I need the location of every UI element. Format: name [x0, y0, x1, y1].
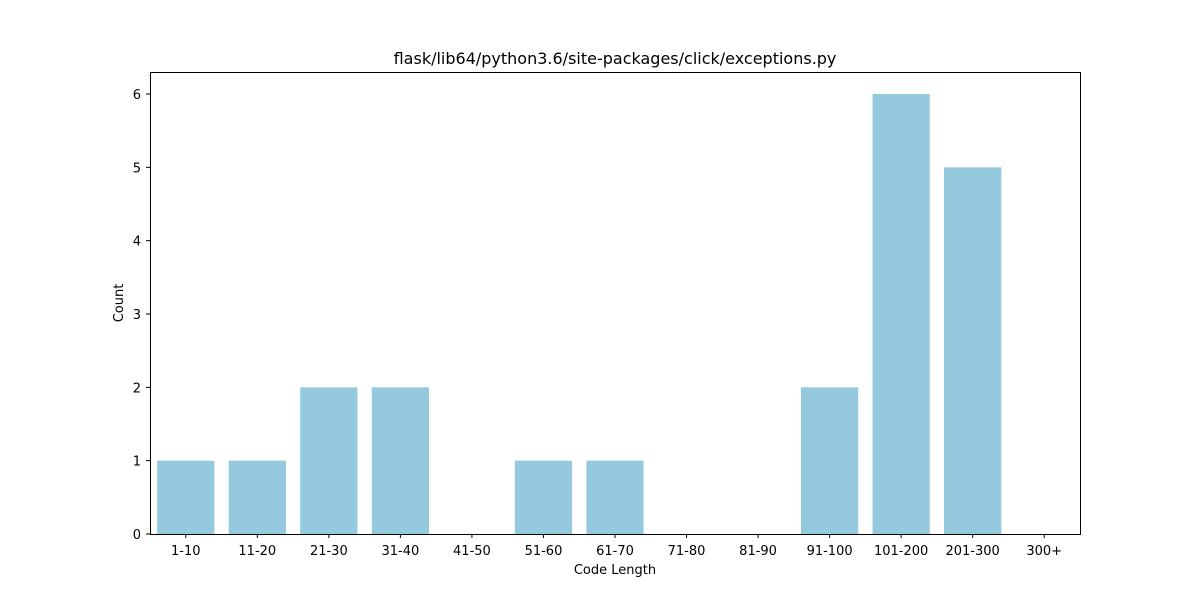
- x-tick-label: 11-20: [238, 544, 276, 559]
- y-tick-label: 3: [133, 308, 141, 323]
- bar-21-30: [300, 387, 358, 534]
- x-tick-label: 201-300: [946, 544, 1000, 559]
- plot-area-frame: [150, 72, 1081, 535]
- x-axis-label: Code Length: [574, 563, 656, 578]
- bar-31-40: [371, 387, 429, 534]
- x-tick-label: 21-30: [310, 544, 348, 559]
- y-tick-label: 5: [133, 161, 141, 176]
- x-tick-label: 91-100: [807, 544, 853, 559]
- x-tick-label: 61-70: [596, 544, 634, 559]
- x-tick-label: 31-40: [381, 544, 419, 559]
- y-tick-label: 1: [133, 455, 141, 470]
- x-tick-label: 81-90: [739, 544, 777, 559]
- x-tick-label: 51-60: [525, 544, 563, 559]
- y-axis-ticks: 0 1 2 3 4 5 6: [133, 88, 150, 543]
- y-axis-label: Count: [112, 284, 127, 323]
- x-axis-ticks: 1-10 11-20 21-30 31-40 41-50 51-60 61-70 71-80 8…: [171, 534, 1062, 559]
- bars-group: [157, 94, 1002, 535]
- bar-201-300: [944, 167, 1002, 535]
- bar-61-70: [586, 460, 644, 534]
- x-tick-label: 71-80: [668, 544, 706, 559]
- x-tick-label: 1-10: [171, 544, 201, 559]
- bar-101-200: [872, 94, 930, 534]
- bar-51-60: [514, 460, 573, 534]
- y-tick-label: 0: [133, 528, 141, 543]
- y-tick-label: 6: [133, 88, 141, 103]
- bar-11-20: [228, 460, 286, 534]
- y-tick-label: 2: [133, 381, 141, 396]
- chart-title: flask/lib64/python3.6/site-packages/clic…: [394, 49, 837, 68]
- y-tick-label: 4: [133, 235, 141, 250]
- bar-91-100: [801, 387, 859, 534]
- bar-1-10: [157, 460, 215, 534]
- x-tick-label: 300+: [1026, 544, 1062, 559]
- x-tick-label: 41-50: [453, 544, 491, 559]
- x-tick-label: 101-200: [874, 544, 928, 559]
